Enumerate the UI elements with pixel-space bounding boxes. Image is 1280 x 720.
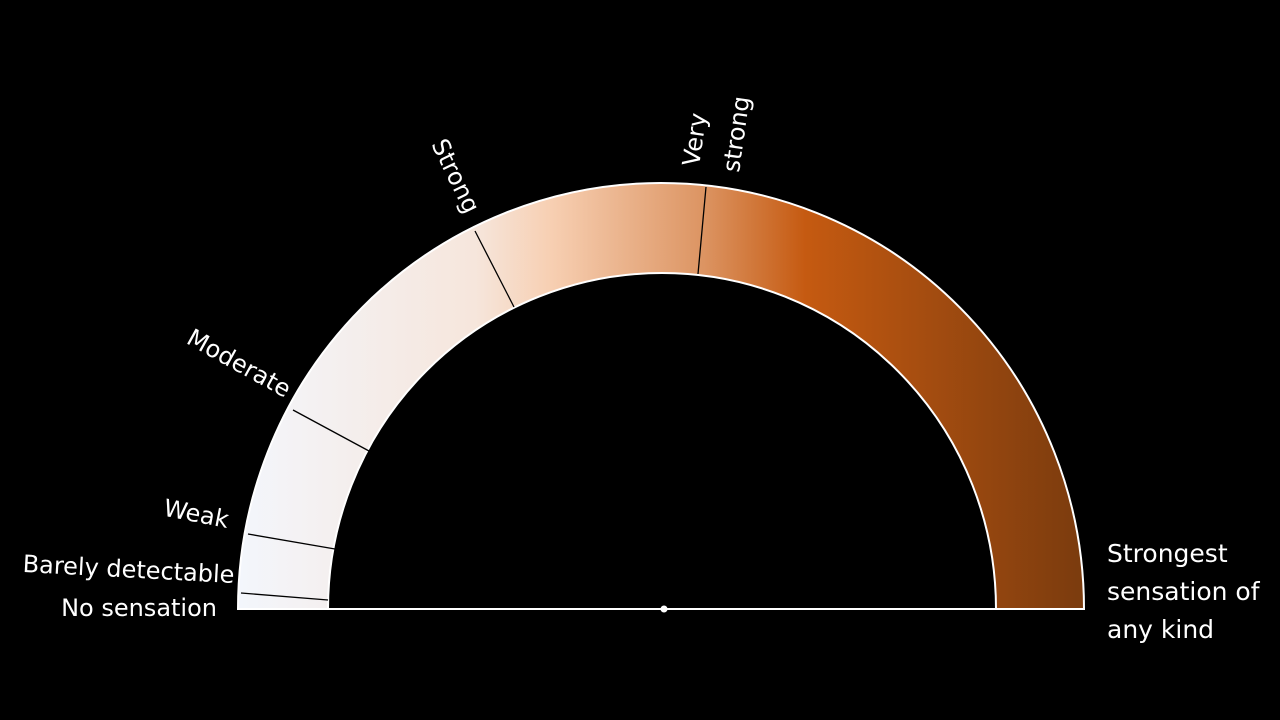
tick-barely-detectable [240,592,329,601]
label-no-sensation: No sensation [61,594,217,622]
intensity-arc-band [236,182,1086,610]
tick-very-strong [697,186,707,275]
label-very-strong-line1: Very [677,111,712,168]
tick-strong [474,230,515,308]
label-weak: Weak [161,494,231,534]
label-moderate: Moderate [182,323,295,403]
label-strongest-line3: any kind [1107,615,1214,644]
tick-weak [247,533,336,550]
center-point [660,605,668,613]
label-strongest-line1: Strongest [1107,539,1228,568]
tick-moderate [292,409,370,452]
label-barely-detectable: Barely detectable [22,550,235,589]
label-strongest-line2: sensation of [1107,577,1261,606]
label-very-strong-line2: strong [717,94,755,174]
label-strong: Strong [426,134,486,217]
